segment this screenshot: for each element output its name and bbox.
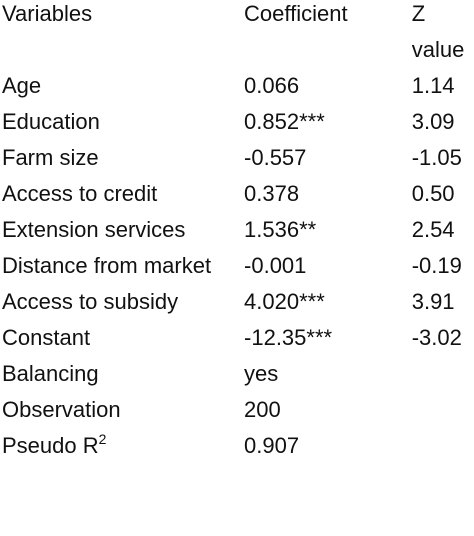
cell: Observation [2, 397, 121, 422]
cell-text: Pseudo R [2, 433, 99, 458]
cell: Access to subsidy [2, 289, 179, 314]
cell: Extension services [2, 217, 186, 242]
cell: Distance from market [2, 253, 212, 278]
cell: -0.19 [411, 253, 462, 278]
cell: Constant [2, 325, 91, 350]
cell: Pseudo R2 [0, 428, 244, 464]
cell [412, 356, 474, 392]
cell: -0.557 [244, 145, 307, 170]
cell: 1.14 [411, 73, 455, 98]
cell: 3.09 [411, 109, 455, 134]
data-row: Observation 200 [0, 392, 474, 428]
cell: Coefficient [244, 1, 348, 26]
cell: Variables [2, 1, 93, 26]
data-row: Farm size -0.557 -1.05 [0, 140, 474, 176]
cell: Balancing [2, 361, 99, 386]
data-row: Pseudo R2 0.907 [0, 428, 474, 464]
cell: 4.020*** [244, 289, 325, 314]
data-row: Balancing yes [0, 356, 474, 392]
cell: Education [2, 109, 100, 134]
data-row: Age 0.066 1.14 [0, 68, 474, 104]
cell: 0.066 [244, 73, 300, 98]
table-body: Variables Coefficient Z value Age 0.066 1.14 E… [0, 0, 474, 464]
cell [412, 428, 474, 464]
superscript: 2 [98, 431, 107, 447]
data-row: Access to subsidy 4.020*** 3.91 [0, 284, 474, 320]
cell [412, 392, 474, 428]
header-row: Variables Coefficient Z value [0, 0, 474, 68]
cell: 0.907 [244, 433, 300, 458]
data-row: Constant -12.35*** -3.02 [0, 320, 474, 356]
cell: Access to credit [2, 181, 158, 206]
data-row: Extension services 1.536** 2.54 [0, 212, 474, 248]
cell: 0.378 [244, 181, 300, 206]
cell: Z value [411, 1, 465, 62]
cell: Age [2, 73, 42, 98]
results-table: Variables Coefficient Z value Age 0.066 1.14 E… [0, 0, 474, 464]
data-row: Access to credit 0.378 0.50 [0, 176, 474, 212]
cell: 0.50 [411, 181, 455, 206]
cell: 1.536** [244, 217, 317, 242]
cell: Farm size [2, 145, 99, 170]
cell: 3.91 [411, 289, 455, 314]
cell: 2.54 [411, 217, 455, 242]
data-row: Distance from market -0.001 -0.19 [0, 248, 474, 284]
data-row: Education 0.852*** 3.09 [0, 104, 474, 140]
cell: yes [244, 361, 279, 386]
cell: -12.35*** [244, 325, 333, 350]
cell: -1.05 [411, 145, 462, 170]
cell: -3.02 [411, 325, 462, 350]
cell: 200 [244, 397, 281, 422]
cell: -0.001 [244, 253, 307, 278]
cell: 0.852*** [244, 109, 325, 134]
